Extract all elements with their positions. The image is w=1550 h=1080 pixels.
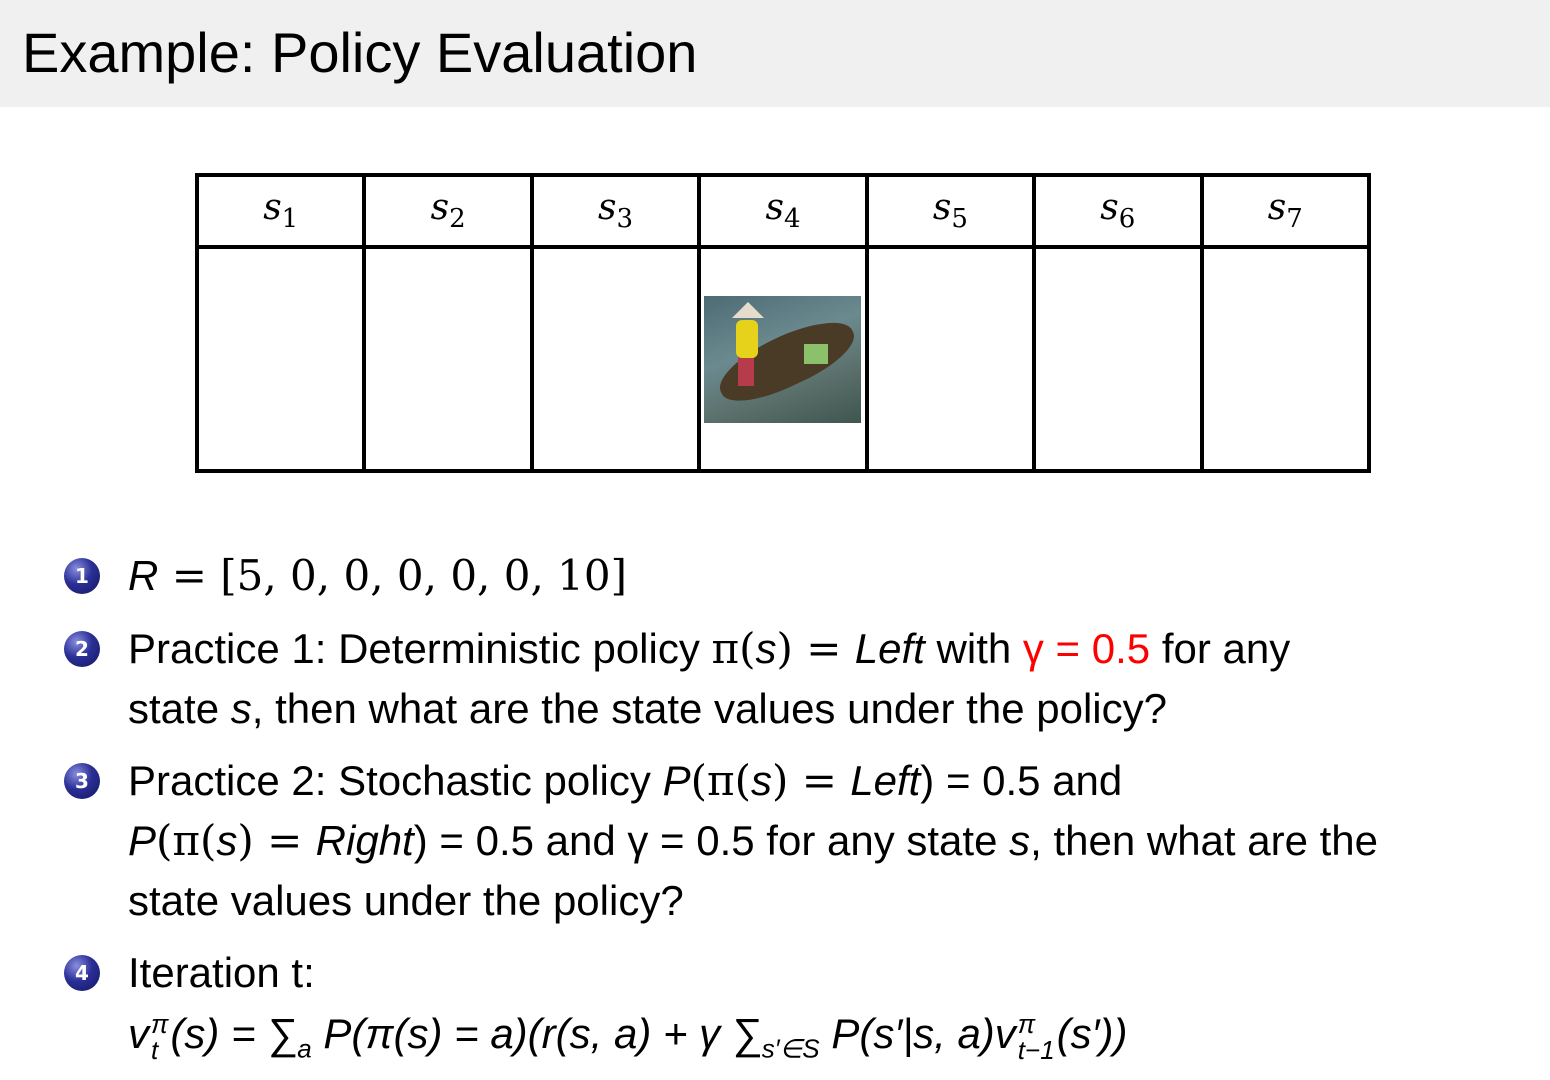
state-header-4: s4	[697, 173, 869, 249]
state-header-5: s5	[864, 173, 1037, 249]
state-cell-7	[1199, 245, 1372, 473]
item-practice-1-line2: state s, then what are the state values …	[128, 685, 1167, 732]
state-header-1: s1	[194, 173, 367, 249]
state-header-7: s7	[1199, 173, 1372, 249]
state-cell-1	[194, 245, 367, 473]
state-header-2: s2	[362, 173, 534, 249]
item-practice-1: Practice 1: Deterministic policy π(s) = …	[128, 624, 1291, 673]
bellman-formula: v π t (s) = ∑a P(π(s) = a)(r(s, a) + γ ∑s′∈…	[128, 1008, 1128, 1065]
state-header-3: s3	[529, 173, 702, 249]
boat-image	[704, 295, 862, 423]
bullet-4-icon: 4	[64, 955, 100, 991]
bullet-3-icon: 3	[64, 763, 100, 799]
state-grid: s1 s2 s3 s4 s5 s6 s7	[194, 173, 1372, 473]
state-cell-4	[697, 245, 869, 473]
state-cell-5	[864, 245, 1037, 473]
state-cell-6	[1032, 245, 1204, 473]
state-cell-2	[362, 245, 534, 473]
bullet-1-icon: 1	[64, 558, 100, 594]
title-bar: Example: Policy Evaluation	[0, 0, 1550, 107]
prev-value-superscript-subscript: π t−1	[1017, 1008, 1055, 1065]
item-reward: R = [5, 0, 0, 0, 0, 0, 10]	[128, 551, 627, 600]
item-practice-2-line3: state values under the policy?	[128, 877, 684, 924]
item-practice-2: Practice 2: Stochastic policy P(π(s) = L…	[128, 756, 1123, 805]
state-cell-3	[529, 245, 702, 473]
bullet-2-icon: 2	[64, 631, 100, 667]
item-practice-2-line2: P(π(s) = Right) = 0.5 and γ = 0.5 for an…	[128, 816, 1379, 865]
item-iteration-label: Iteration t:	[128, 949, 315, 996]
slide-title: Example: Policy Evaluation	[22, 21, 698, 84]
state-header-6: s6	[1032, 173, 1204, 249]
